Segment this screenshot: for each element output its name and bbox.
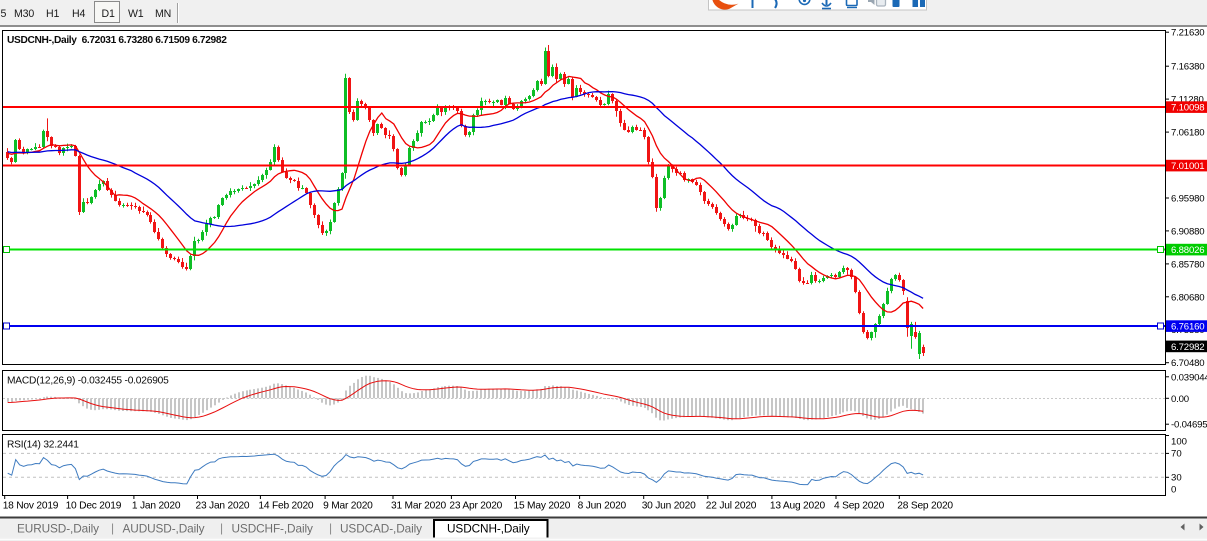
- svg-text:USDCNH-,Daily 6.72031 6.73280: USDCNH-,Daily 6.72031 6.73280 6.71509 6.…: [7, 35, 227, 46]
- svg-text:15 May 2020: 15 May 2020: [514, 501, 571, 512]
- svg-text:23 Jan 2020: 23 Jan 2020: [196, 501, 250, 512]
- svg-text:30: 30: [1171, 473, 1182, 484]
- svg-text:4 Sep 2020: 4 Sep 2020: [834, 501, 885, 512]
- svg-text:6.95980: 6.95980: [1171, 194, 1204, 205]
- svg-text:|: |: [329, 521, 332, 535]
- svg-text:USDCAD-,Daily: USDCAD-,Daily: [340, 522, 422, 536]
- svg-text:7.10098: 7.10098: [1171, 103, 1204, 114]
- svg-text:8 Jun 2020: 8 Jun 2020: [578, 501, 627, 512]
- svg-text:|: |: [220, 521, 223, 535]
- svg-text:M30: M30: [14, 8, 34, 20]
- svg-text:6.80680: 6.80680: [1171, 292, 1204, 303]
- svg-text:18 Nov 2019: 18 Nov 2019: [3, 501, 59, 512]
- svg-text:USDCHF-,Daily: USDCHF-,Daily: [232, 522, 313, 536]
- svg-text:6.85780: 6.85780: [1171, 259, 1204, 270]
- svg-text:9 Mar 2020: 9 Mar 2020: [323, 501, 373, 512]
- svg-text:7.21630: 7.21630: [1171, 28, 1204, 39]
- svg-text:7.16380: 7.16380: [1171, 62, 1204, 73]
- svg-text:6.88026: 6.88026: [1171, 245, 1204, 256]
- svg-text:EURUSD-,Daily: EURUSD-,Daily: [17, 522, 99, 536]
- svg-text:MACD(12,26,9) -0.032455 -0.026: MACD(12,26,9) -0.032455 -0.026905: [7, 376, 169, 387]
- svg-text:30 Jun 2020: 30 Jun 2020: [642, 501, 696, 512]
- svg-text:100: 100: [1171, 437, 1187, 448]
- svg-text:-0.046955: -0.046955: [1171, 420, 1207, 431]
- svg-text:31 Mar 2020: 31 Mar 2020: [391, 501, 447, 512]
- svg-text:USDCNH-,Daily: USDCNH-,Daily: [447, 522, 530, 536]
- svg-text:70: 70: [1171, 449, 1182, 460]
- svg-text:0.00: 0.00: [1171, 394, 1189, 405]
- svg-text:H4: H4: [72, 8, 85, 20]
- svg-text:0.039044: 0.039044: [1171, 372, 1207, 383]
- svg-text:23 Apr 2020: 23 Apr 2020: [449, 501, 502, 512]
- svg-text:H1: H1: [46, 8, 59, 20]
- svg-text:28 Sep 2020: 28 Sep 2020: [897, 501, 953, 512]
- svg-text:10 Dec 2019: 10 Dec 2019: [66, 501, 122, 512]
- svg-text:D1: D1: [102, 8, 115, 20]
- svg-text:AUDUSD-,Daily: AUDUSD-,Daily: [123, 522, 205, 536]
- svg-text:7.01001: 7.01001: [1171, 161, 1204, 172]
- svg-text:14 Feb 2020: 14 Feb 2020: [258, 501, 314, 512]
- svg-text:6.70480: 6.70480: [1171, 358, 1204, 369]
- svg-text:W1: W1: [128, 8, 144, 20]
- svg-text:0: 0: [1171, 484, 1176, 495]
- svg-text:|: |: [111, 521, 114, 535]
- svg-text:MN: MN: [155, 8, 171, 20]
- svg-text:RSI(14) 32.2441: RSI(14) 32.2441: [7, 440, 79, 451]
- svg-text:13 Aug 2020: 13 Aug 2020: [770, 501, 826, 512]
- svg-text:6.90880: 6.90880: [1171, 226, 1204, 237]
- svg-text:22 Jul 2020: 22 Jul 2020: [706, 501, 757, 512]
- svg-text:6.72982: 6.72982: [1171, 342, 1204, 353]
- svg-text:1 Jan 2020: 1 Jan 2020: [132, 501, 181, 512]
- svg-text:5: 5: [1, 8, 7, 20]
- svg-text:7.11280: 7.11280: [1171, 95, 1204, 106]
- svg-text:7.06180: 7.06180: [1171, 128, 1204, 139]
- svg-text:6.76160: 6.76160: [1171, 322, 1204, 333]
